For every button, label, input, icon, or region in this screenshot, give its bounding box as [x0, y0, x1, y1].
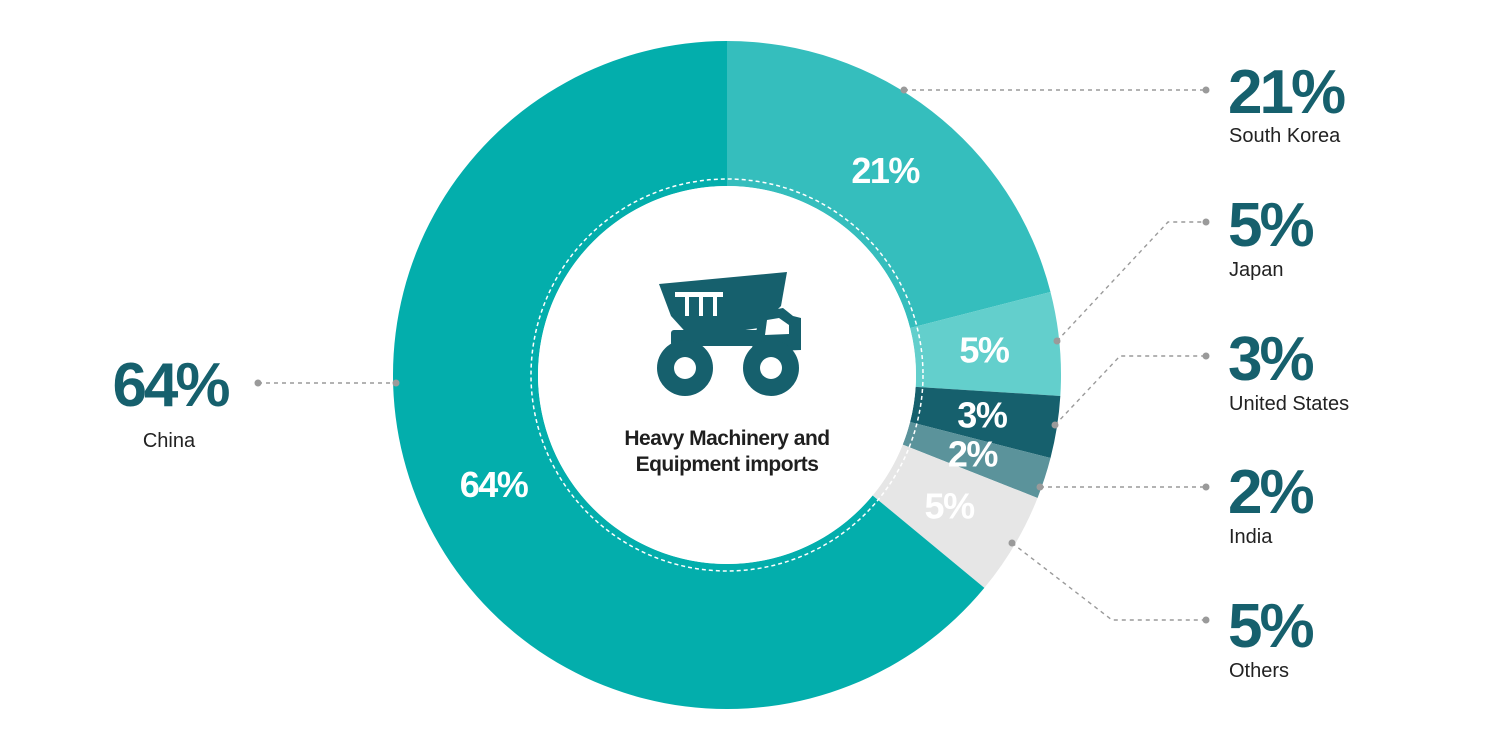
slice-label-india: 2%	[948, 434, 999, 475]
slice-label-china: 64%	[460, 464, 529, 505]
donut-inner-dashed-ring	[530, 178, 924, 572]
leader-dot-south-korea-start	[900, 86, 908, 94]
ext-value-china: 64%	[112, 351, 229, 420]
leader-united-states	[1054, 355, 1206, 426]
ext-name-china: China	[143, 430, 196, 452]
leader-dot-united-states-start	[1051, 421, 1059, 429]
ext-value-united-states: 3%	[1228, 325, 1313, 394]
center-title-line-2: Equipment imports	[636, 453, 819, 476]
leader-others	[1011, 542, 1206, 621]
leader-dot-others-end	[1202, 616, 1210, 624]
slice-labels: 21% 5% 3%2% 5% 64%	[460, 150, 1012, 526]
slice-china	[393, 41, 985, 709]
ext-name-south-korea: South Korea	[1229, 125, 1341, 147]
leader-dot-south-korea-end	[1202, 86, 1210, 94]
ext-name-united-states: United States	[1229, 393, 1349, 415]
leader-dot-united-states-end	[1202, 352, 1210, 360]
slice-label-united-states: 3%	[957, 394, 1008, 435]
leader-dot-china-end	[392, 379, 400, 387]
ext-name-japan: Japan	[1229, 259, 1284, 281]
ext-value-japan: 5%	[1228, 191, 1313, 260]
center-title-line-1: Heavy Machinery and	[624, 427, 829, 450]
ext-value-south-korea: 21%	[1228, 58, 1345, 127]
ext-value-india: 2%	[1228, 458, 1313, 527]
external-labels: 21% South Korea 5% Japan 3% United State…	[112, 58, 1349, 682]
leader-japan	[1056, 221, 1206, 342]
leader-dot-india-end	[1202, 483, 1210, 491]
ext-value-others: 5%	[1228, 592, 1313, 661]
leader-lines	[254, 86, 1210, 624]
donut-slices	[393, 41, 1061, 709]
slice-others	[872, 444, 1038, 588]
leader-dot-japan-end	[1202, 218, 1210, 226]
slice-india	[902, 422, 1051, 498]
ext-name-india: India	[1229, 526, 1273, 548]
slice-label-south-korea: 21%	[851, 150, 920, 191]
slice-japan	[910, 291, 1061, 396]
dump-truck-icon	[657, 272, 801, 396]
ext-name-others: Others	[1229, 660, 1289, 682]
leader-dot-china-start	[254, 379, 262, 387]
slice-label-others: 5%	[925, 485, 976, 526]
slice-south-korea	[727, 41, 1051, 328]
slice-label-japan: 5%	[959, 330, 1010, 371]
leader-dot-japan-start	[1053, 337, 1061, 345]
leader-dot-others-start	[1008, 539, 1016, 547]
leader-dot-india-start	[1036, 483, 1044, 491]
donut-center	[538, 186, 916, 564]
slice-united-states	[910, 386, 1061, 459]
